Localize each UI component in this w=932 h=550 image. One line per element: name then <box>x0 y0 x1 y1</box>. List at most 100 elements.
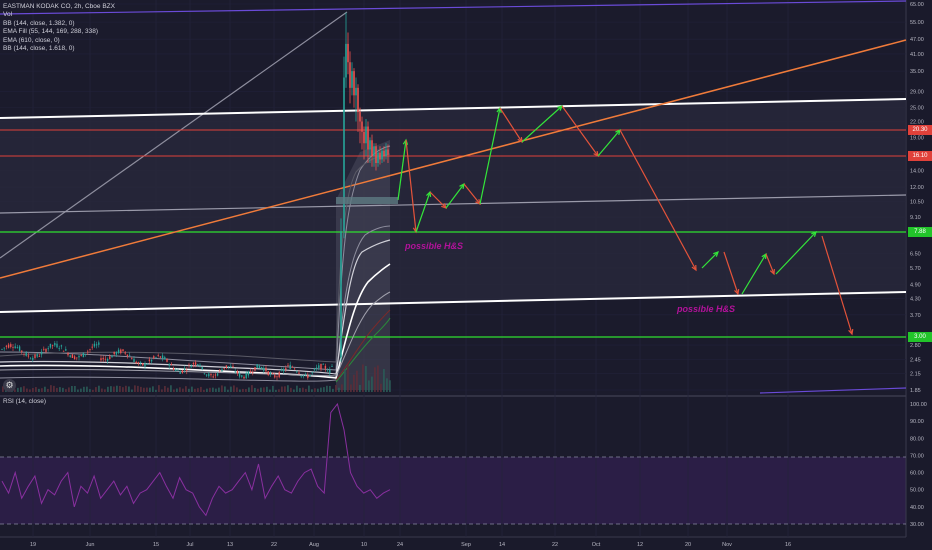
volume-bar <box>176 388 178 392</box>
candle <box>214 374 217 376</box>
volume-bar <box>374 367 376 392</box>
candle <box>190 365 192 368</box>
candle <box>377 152 379 164</box>
candle <box>265 367 267 372</box>
candle <box>29 358 32 360</box>
candle <box>153 356 155 359</box>
candle <box>183 368 186 371</box>
time-axis[interactable]: 19 Jun 15 Jul 13 22 Aug 10 24 Sep 14 22 Oct 12 20 Nov 16 <box>30 542 791 548</box>
legend-bb-1382[interactable]: BB (144, close, 1.382, 0) <box>3 19 75 27</box>
volume-bar <box>356 370 358 392</box>
candle <box>104 358 107 360</box>
candle <box>311 372 313 374</box>
candle <box>300 375 302 377</box>
candle <box>371 140 373 157</box>
volume-bar <box>20 387 22 392</box>
volume-bar <box>266 386 268 392</box>
legend-bb-1618[interactable]: BB (144, close, 1.618, 0) <box>3 45 75 53</box>
projection-up-leg <box>701 251 719 269</box>
candle <box>109 356 111 360</box>
white-channel-top <box>0 98 907 119</box>
candle <box>16 347 19 348</box>
rsi-legend[interactable]: RSI (14, close) <box>3 398 46 405</box>
volume-bar <box>41 388 43 392</box>
volume-bar <box>32 388 34 392</box>
candle <box>36 354 38 357</box>
candle <box>12 347 14 348</box>
time-tick-label: 22 <box>271 542 277 548</box>
candle <box>278 372 280 378</box>
volume-bar <box>71 385 73 392</box>
projection-up-leg <box>741 253 767 295</box>
volume-bar <box>272 385 274 392</box>
candle <box>67 352 69 356</box>
candle <box>40 351 43 355</box>
candle <box>353 71 355 96</box>
candle <box>168 364 170 366</box>
candle <box>271 373 274 375</box>
candle <box>326 370 329 372</box>
volume-bar <box>14 389 16 392</box>
projection-up-leg <box>479 107 501 205</box>
candle <box>263 367 265 371</box>
candle <box>304 373 307 375</box>
volume-bar <box>161 389 163 392</box>
projection-up-leg <box>521 105 563 143</box>
candle <box>322 363 324 365</box>
volume-bar <box>158 385 160 392</box>
candle <box>95 344 98 346</box>
projection-up-leg <box>445 183 465 209</box>
legend-ema-fill[interactable]: EMA Fill (55, 144, 169, 288, 338) <box>3 28 99 36</box>
candle <box>192 362 195 365</box>
candle <box>296 371 298 373</box>
volume-bar <box>167 387 169 392</box>
volume-bar <box>341 384 343 392</box>
volume-bar <box>317 388 319 392</box>
volume-bar <box>194 388 196 392</box>
legend-volume[interactable]: Vol <box>3 11 13 19</box>
candle <box>247 371 250 376</box>
volume-bar <box>368 380 370 392</box>
candle <box>252 371 254 373</box>
gear-icon[interactable]: ⚙ <box>3 379 16 392</box>
candle <box>159 356 162 358</box>
symbol-title[interactable]: EASTMAN KODAK CO, 2h, Cboe BZX <box>3 3 115 10</box>
volume-bar <box>359 384 361 392</box>
price-tag-20-30: 20.30 <box>908 125 932 135</box>
volume-bar <box>233 385 235 392</box>
candle <box>287 365 289 367</box>
annotation-hs-1[interactable]: possible H&S <box>405 241 464 251</box>
volume-bar <box>251 385 253 392</box>
rsi-axis[interactable]: 100.00 90.00 80.00 70.00 60.00 50.00 40.00 30.0… <box>910 402 927 528</box>
volume-bar <box>137 385 139 392</box>
volume-bar <box>290 387 292 392</box>
volume-bar <box>197 388 199 392</box>
price-tick-label: 65.00 <box>910 2 924 8</box>
candle <box>227 366 230 367</box>
candle <box>369 140 371 150</box>
candle <box>80 355 82 356</box>
candle <box>203 373 206 375</box>
candle <box>65 349 67 351</box>
volume-bar <box>152 386 154 392</box>
candle <box>144 363 146 367</box>
volume-bar <box>299 388 301 392</box>
projection-up-leg <box>775 231 817 275</box>
volume-bar <box>146 387 148 392</box>
time-tick-label: Nov <box>722 542 732 548</box>
projection-down-leg <box>723 251 739 295</box>
candle <box>355 87 357 96</box>
candle <box>320 363 322 370</box>
volume-bar <box>320 387 322 392</box>
candle <box>113 351 115 355</box>
legend-ema-610[interactable]: EMA (610, close, 0) <box>3 36 60 44</box>
annotation-hs-2[interactable]: possible H&S <box>677 304 736 314</box>
candle <box>126 354 129 357</box>
volume-bar <box>50 385 52 392</box>
time-tick-label: 16 <box>785 542 791 548</box>
price-tick-label: 6.50 <box>910 252 921 258</box>
volume-bar <box>113 386 115 392</box>
candle <box>124 352 126 354</box>
volume-bar <box>128 386 130 392</box>
